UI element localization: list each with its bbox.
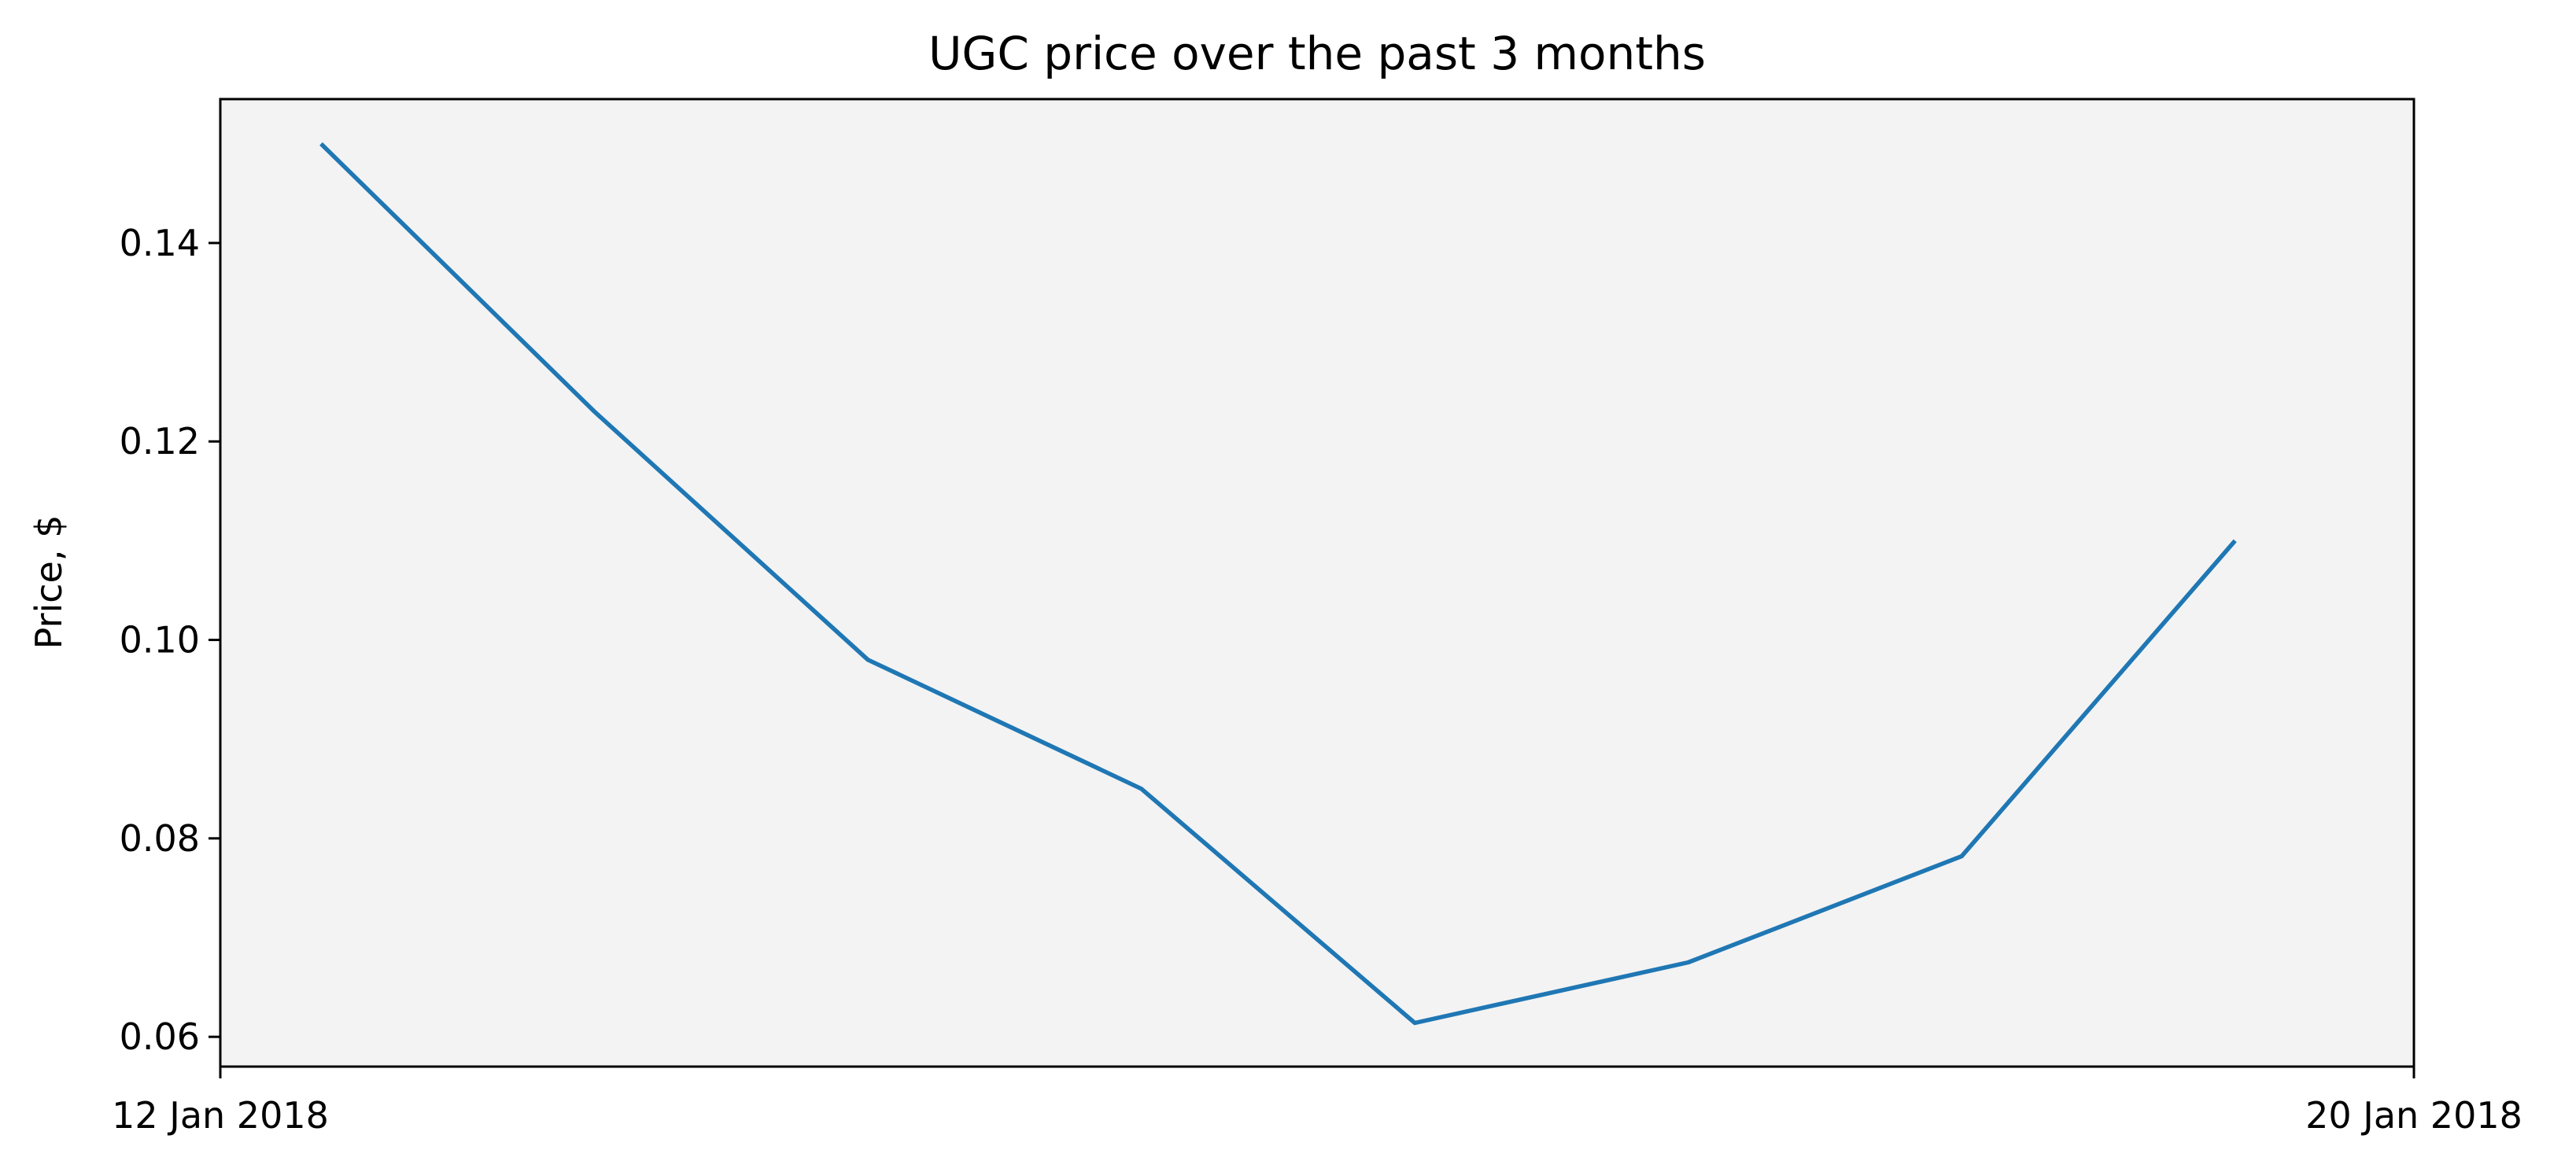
y-tick-label: 0.08 (120, 817, 200, 860)
price-series-line (319, 142, 2237, 1026)
x-axis: 12 Jan 2018 20 Jan 2018 (112, 1067, 2522, 1137)
y-axis: 0.06 0.08 0.10 0.12 0.14 (120, 222, 220, 1058)
x-tick-label: 20 Jan 2018 (2305, 1094, 2522, 1137)
y-tick-label: 0.06 (120, 1015, 200, 1058)
x-tick-label: 12 Jan 2018 (112, 1094, 329, 1137)
chart-title: UGC price over the past 3 months (928, 27, 1706, 80)
y-axis-label: Price, $ (28, 515, 70, 650)
y-tick-label: 0.12 (120, 420, 200, 463)
plot-area (219, 98, 2415, 1068)
y-tick-label: 0.14 (120, 222, 200, 264)
y-tick-label: 0.10 (120, 619, 200, 662)
